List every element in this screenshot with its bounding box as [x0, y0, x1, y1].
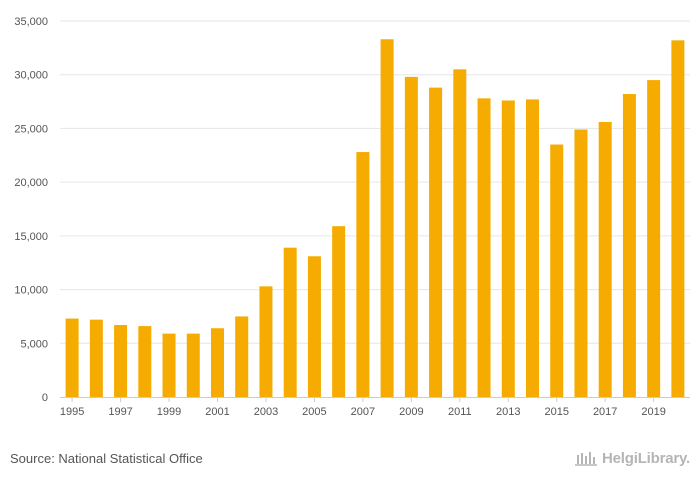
bar-2009[interactable]: [404, 76, 418, 397]
y-tick-label: 0: [42, 392, 48, 404]
bar-2014[interactable]: [526, 99, 539, 398]
x-tick-label: 2017: [593, 406, 617, 418]
bar-2010[interactable]: [429, 87, 443, 397]
bar-2001[interactable]: [211, 328, 224, 397]
bar-1996[interactable]: [89, 319, 103, 397]
x-tick-label: 1995: [60, 406, 84, 418]
bar-2007[interactable]: [356, 152, 370, 397]
bar-1995[interactable]: [65, 318, 79, 397]
chart-area: 0 5,000 10,000 15,000 20,000 25,000 30,000 35,0…: [14, 16, 690, 418]
y-tick-label: 35,000: [14, 16, 48, 28]
x-tick-label: 1999: [157, 406, 181, 418]
y-tick-label: 25,000: [14, 123, 48, 135]
y-tick-label: 30,000: [14, 70, 48, 82]
bar-1999[interactable]: [162, 333, 176, 397]
bar-2017[interactable]: [598, 121, 612, 398]
x-tick-label: 2005: [302, 406, 326, 418]
x-tick-label: 1997: [108, 406, 132, 418]
bar-2000[interactable]: [186, 333, 200, 397]
library-icon: [575, 452, 598, 466]
axes: 0 5,000 10,000 15,000 20,000 25,000 30,000 35,0…: [14, 16, 690, 418]
x-tick-label: 2003: [254, 406, 278, 418]
bar-2013[interactable]: [501, 100, 515, 398]
bar-2011[interactable]: [453, 69, 467, 397]
source-caption: Source: National Statistical Office: [10, 451, 203, 466]
x-tick-label: 2001: [205, 406, 229, 418]
bar-2018[interactable]: [622, 94, 636, 398]
bar-2020[interactable]: [671, 40, 685, 397]
bar-2012[interactable]: [477, 98, 491, 397]
x-tick-label: 2013: [496, 406, 520, 418]
bar-2015[interactable]: [550, 144, 564, 397]
bar-2003[interactable]: [259, 286, 273, 397]
bar-1997[interactable]: [114, 325, 128, 397]
brand-logo[interactable]: HelgiLibrary.: [574, 449, 690, 467]
x-tick-label: 2015: [544, 406, 568, 418]
bar-2016[interactable]: [574, 129, 588, 397]
x-tick-label: 2019: [641, 406, 665, 418]
y-tick-label: 5,000: [20, 338, 48, 350]
x-tick-label: 2007: [351, 406, 375, 418]
x-tick-label: 2011: [448, 406, 472, 418]
bar-2008[interactable]: [380, 39, 394, 398]
bar-2019[interactable]: [647, 80, 661, 397]
y-tick-label: 10,000: [14, 285, 48, 297]
bar-2002[interactable]: [235, 316, 249, 397]
x-tick-label: 2009: [399, 406, 423, 418]
bar-2006[interactable]: [332, 226, 346, 397]
brand-name: HelgiLibrary.: [602, 449, 690, 467]
y-tick-label: 15,000: [14, 231, 48, 243]
bars: [65, 39, 685, 398]
bar-1998[interactable]: [138, 326, 152, 397]
bar-2005[interactable]: [307, 256, 321, 397]
bar-2004[interactable]: [283, 247, 297, 397]
y-tick-label: 20,000: [14, 177, 48, 189]
grid-lines: [60, 20, 690, 344]
